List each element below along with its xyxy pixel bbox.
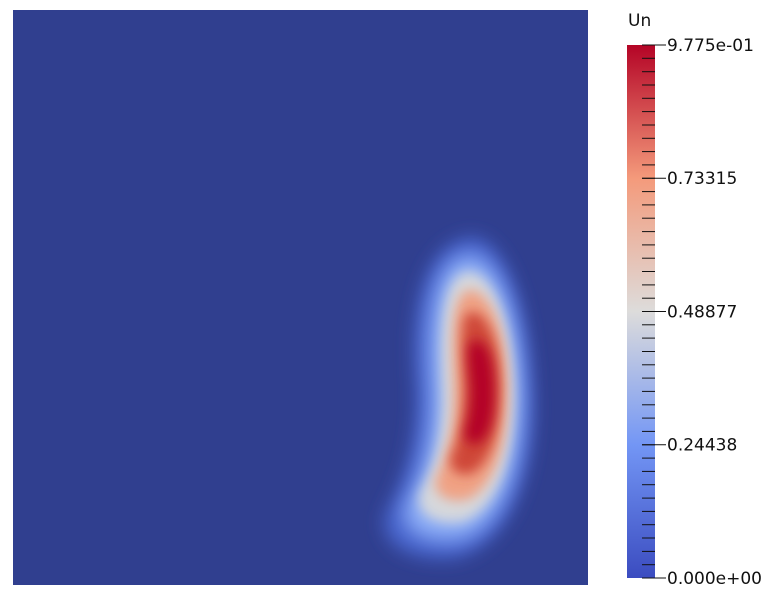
colorbar-tick-label: 9.775e-01 bbox=[667, 36, 754, 56]
colorbar-tick-label: 0.48877 bbox=[667, 303, 737, 323]
colorbar-major-ticks bbox=[642, 44, 666, 579]
colorbar-tick-label: 0.000e+00 bbox=[667, 569, 762, 589]
colorbar-tick-labels: 9.775e-01 0.73315 0.48877 0.24438 0.000e+00 bbox=[667, 36, 762, 589]
colorbar-tick-label: 0.24438 bbox=[667, 436, 737, 456]
colorbar-title: Un bbox=[628, 11, 651, 31]
heatmap-plot bbox=[13, 10, 588, 585]
heatmap-field-blob bbox=[384, 237, 533, 559]
colorbar: Un 9.775e-01 0.73315 0.48877 0.24438 0.000e+… bbox=[627, 11, 762, 589]
colorbar-tick-label: 0.73315 bbox=[667, 169, 737, 189]
blob-layer-5 bbox=[464, 340, 494, 445]
